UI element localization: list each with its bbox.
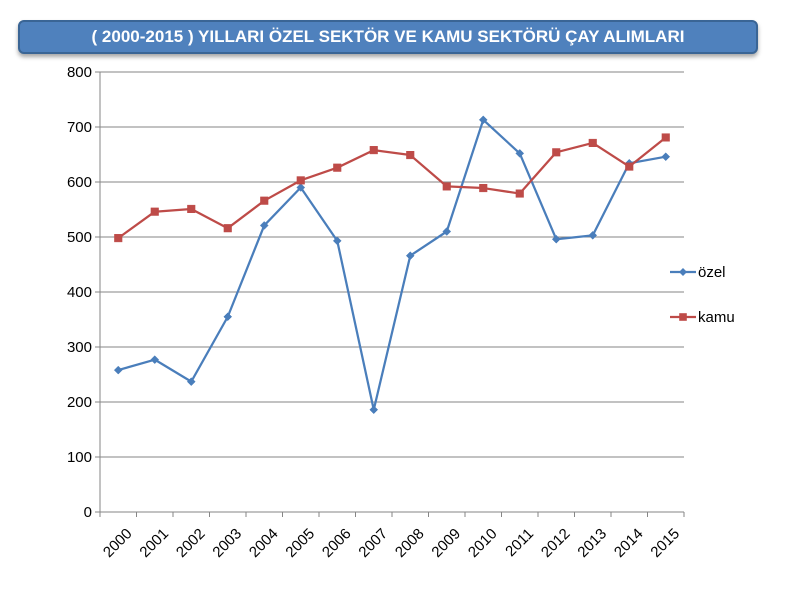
data-point-özel — [551, 234, 561, 244]
x-tick-label: 2007 — [355, 525, 391, 561]
x-tick-label: 2013 — [574, 525, 610, 561]
x-tick-label: 2002 — [173, 525, 209, 561]
data-point-özel — [113, 365, 123, 375]
data-point-kamu — [114, 234, 123, 243]
data-point-kamu — [333, 163, 342, 172]
data-point-özel — [296, 183, 306, 192]
x-tick-label: 2005 — [282, 525, 318, 561]
x-tick-label: 2015 — [647, 525, 683, 561]
data-point-kamu — [369, 146, 378, 155]
y-tick-label: 0 — [84, 504, 92, 521]
legend-label-kamu: kamu — [698, 309, 735, 326]
data-point-özel — [369, 405, 379, 415]
series-line-özel — [117, 118, 666, 411]
x-tick-label: 2006 — [319, 525, 355, 561]
x-tick-label: 2001 — [136, 525, 172, 561]
series-group — [113, 115, 671, 415]
data-point-kamu — [588, 138, 597, 147]
legend-marker-özel — [679, 268, 687, 276]
x-axis-ticks: 2000 2001 2002 2003 2004 2005 2006 2007 2008 2009… — [100, 525, 683, 561]
data-point-kamu — [515, 189, 524, 198]
x-tick-label: 2008 — [392, 525, 428, 561]
data-point-özel — [661, 152, 671, 162]
data-point-kamu — [479, 184, 488, 193]
legend-marker-kamu — [679, 313, 687, 321]
data-point-kamu — [442, 182, 451, 191]
chart-title: ( 2000-2015 ) YILLARI ÖZEL SEKTÖR VE KAM… — [91, 27, 685, 46]
data-point-özel — [515, 149, 525, 158]
data-point-kamu — [552, 148, 561, 157]
data-point-özel — [259, 221, 269, 230]
chart-title-banner: ( 2000-2015 ) YILLARI ÖZEL SEKTÖR VE KAM… — [18, 20, 758, 54]
y-tick-label: 600 — [67, 174, 92, 191]
y-tick-label: 100 — [67, 449, 92, 466]
x-tick-label: 2010 — [465, 525, 501, 561]
y-tick-label: 800 — [67, 64, 92, 81]
gridlines — [100, 71, 684, 458]
y-tick-label: 200 — [67, 394, 92, 411]
y-axis-ticks: 0 100 200 300 400 500 600 700 800 — [67, 64, 92, 521]
y-tick-label: 300 — [67, 339, 92, 356]
data-point-kamu — [625, 162, 634, 171]
legend-label-özel: özel — [698, 264, 726, 281]
data-point-kamu — [223, 224, 232, 233]
data-point-kamu — [187, 204, 196, 213]
data-point-kamu — [296, 176, 305, 185]
data-point-kamu — [406, 151, 415, 160]
data-point-özel — [223, 312, 233, 322]
x-tick-label: 2004 — [246, 525, 282, 561]
data-point-özel — [478, 115, 488, 125]
x-tick-label: 2011 — [502, 525, 537, 560]
data-point-özel — [588, 230, 598, 240]
data-point-kamu — [260, 196, 269, 205]
data-point-özel — [442, 227, 452, 236]
legend: özel kamu — [670, 264, 735, 326]
x-tick-label: 2003 — [209, 525, 245, 561]
data-point-kamu — [150, 207, 159, 216]
data-point-özel — [405, 251, 415, 261]
y-tick-label: 400 — [67, 284, 92, 301]
axes — [95, 71, 685, 517]
y-tick-label: 700 — [67, 119, 92, 136]
data-point-özel — [186, 377, 196, 387]
data-point-kamu — [661, 133, 670, 142]
y-tick-label: 500 — [67, 229, 92, 246]
x-tick-label: 2009 — [428, 525, 464, 561]
series-line-kamu — [117, 136, 667, 240]
x-tick-label: 2000 — [100, 525, 136, 561]
x-tick-label: 2014 — [611, 525, 647, 561]
data-point-özel — [150, 355, 160, 365]
x-tick-label: 2012 — [538, 525, 574, 561]
data-point-özel — [332, 236, 342, 246]
